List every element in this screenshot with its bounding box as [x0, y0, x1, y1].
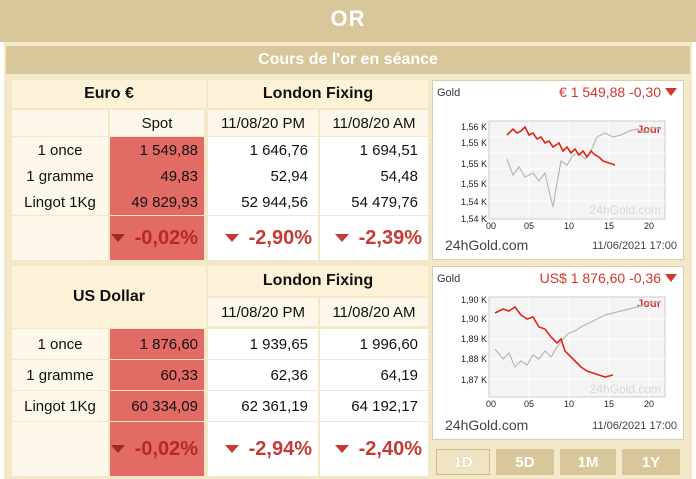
- euro-row-label: 1 once: [12, 137, 108, 163]
- chart-source-label: 24hGold.com: [445, 417, 529, 433]
- euro-spot-value: 49,83: [110, 163, 204, 189]
- change-value: -0,02%: [134, 437, 198, 460]
- euro-am-value: 54 479,76: [320, 189, 428, 215]
- y-tick-label: 1,55 K: [461, 179, 487, 189]
- change-value: -2,90%: [248, 226, 312, 249]
- chart-watermark: 24hGold.com: [590, 382, 661, 396]
- down-arrow-icon: [110, 234, 125, 242]
- usd-spot-value: 60,33: [110, 360, 204, 390]
- y-tick-label: 1,54 K: [461, 214, 487, 224]
- usd-pm-value: 62 361,19: [208, 391, 318, 421]
- chart-price-caption: US$ 1 876,60 -0,36: [539, 270, 661, 286]
- x-tick-label: 10: [564, 221, 574, 231]
- x-tick-label: 15: [604, 221, 614, 231]
- usd-row-label: 1 gramme: [12, 360, 108, 390]
- tab-5d[interactable]: 5D: [496, 449, 554, 475]
- chart-timestamp: 11/06/2021 17:00: [592, 420, 677, 432]
- chart-plot: 1,90 K 1,90 K 1,89 K 1,88 K 1,87 K 00 05…: [461, 295, 666, 409]
- euro-row-label: Lingot 1Kg: [12, 189, 108, 215]
- usd-am-value: 64 192,17: [320, 391, 428, 421]
- y-tick-label: 1,89 K: [461, 334, 487, 344]
- tab-1y[interactable]: 1Y: [622, 449, 680, 475]
- x-tick-label: 00: [486, 399, 496, 409]
- usd-am-change: -2,40%: [320, 422, 428, 476]
- usd-spot-value: 60 334,09: [110, 391, 204, 421]
- down-arrow-icon: [665, 88, 677, 96]
- usd-row-label: 1 once: [12, 329, 108, 359]
- euro-pm-value: 52 944,56: [208, 189, 318, 215]
- usd-row-label: Lingot 1Kg: [12, 391, 108, 421]
- x-tick-label: 05: [524, 399, 534, 409]
- tab-1d[interactable]: 1D: [436, 449, 490, 475]
- euro-pm-value: 1 646,76: [208, 137, 318, 163]
- usd-gold-chart[interactable]: Gold US$ 1 876,60 -0,36 1,90 K 1,90 K 1,…: [432, 266, 684, 440]
- chart-price-caption: € 1 549,88 -0,30: [559, 84, 661, 100]
- usd-am-header: 11/08/20 AM: [320, 298, 428, 326]
- x-tick-label: 10: [564, 399, 574, 409]
- usd-pm-change: -2,94%: [208, 422, 318, 476]
- section-title: Cours de l'or en séance: [258, 51, 438, 68]
- euro-spot-change: -0,02%: [110, 216, 204, 260]
- down-arrow-icon: [334, 234, 349, 242]
- euro-pm-value: 52,94: [208, 163, 318, 189]
- euro-spot-value: 1 549,88: [110, 137, 204, 163]
- x-tick-label: 00: [486, 221, 496, 231]
- usd-pm-header: 11/08/20 PM: [208, 298, 318, 326]
- euro-pm-header: 11/08/20 PM: [208, 110, 318, 136]
- down-arrow-icon: [334, 445, 349, 453]
- chart-timestamp: 11/06/2021 17:00: [592, 240, 677, 252]
- y-tick-label: 1,88 K: [461, 354, 487, 364]
- chart-watermark: 24hGold.com: [590, 203, 661, 217]
- usd-pm-value: 62,36: [208, 360, 318, 390]
- y-tick-label: 1,55 K: [461, 138, 487, 148]
- y-tick-label: 1,55 K: [461, 159, 487, 169]
- euro-am-value: 1 694,51: [320, 137, 428, 163]
- euro-change-row-label: [12, 216, 108, 260]
- down-arrow-icon: [224, 445, 239, 453]
- usd-currency-label: US Dollar: [12, 266, 206, 328]
- usd-spot-change: -0,02%: [110, 422, 204, 476]
- x-tick-label: 05: [524, 221, 534, 231]
- usd-am-value: 64,19: [320, 360, 428, 390]
- change-value: -2,40%: [358, 437, 422, 460]
- chart-caption-left: Gold: [437, 87, 461, 99]
- usd-am-value: 1 996,60: [320, 329, 428, 359]
- euro-spot-value: 49 829,93: [110, 189, 204, 215]
- euro-pm-change: -2,90%: [208, 216, 318, 260]
- euro-am-change: -2,39%: [320, 216, 428, 260]
- chart-source-label: 24hGold.com: [445, 237, 529, 253]
- y-tick-label: 1,87 K: [461, 375, 487, 385]
- euro-spot-header: Spot: [110, 110, 204, 136]
- euro-row-label: 1 gramme: [12, 163, 108, 189]
- usd-pm-value: 1 939,65: [208, 329, 318, 359]
- usd-london-fixing-header: London Fixing: [208, 266, 428, 296]
- change-value: -2,39%: [358, 226, 422, 249]
- euro-currency-label: Euro €: [12, 80, 206, 108]
- change-value: -0,02%: [134, 226, 198, 249]
- usd-spot-value: 1 876,60: [110, 329, 204, 359]
- chart-caption-left: Gold: [437, 273, 461, 285]
- down-arrow-icon: [224, 234, 239, 242]
- tab-1m[interactable]: 1M: [560, 449, 616, 475]
- euro-am-value: 54,48: [320, 163, 428, 189]
- usd-change-row-label: [12, 422, 108, 476]
- y-tick-label: 1,90 K: [461, 295, 487, 305]
- y-tick-label: 1,54 K: [461, 197, 487, 207]
- euro-corner: [12, 110, 108, 136]
- change-value: -2,94%: [248, 437, 312, 460]
- down-arrow-icon: [665, 274, 677, 282]
- euro-am-header: 11/08/20 AM: [320, 110, 428, 136]
- chart-plot: 1,56 K 1,55 K 1,55 K 1,55 K 1,54 K 1,54 …: [461, 120, 666, 231]
- x-tick-label: 20: [644, 221, 654, 231]
- page-title: OR: [330, 6, 366, 31]
- x-tick-label: 15: [604, 399, 614, 409]
- page-header: OR: [0, 0, 696, 42]
- down-arrow-icon: [110, 445, 125, 453]
- x-tick-label: 20: [644, 399, 654, 409]
- euro-london-fixing-header: London Fixing: [208, 80, 428, 108]
- y-tick-label: 1,56 K: [461, 122, 487, 132]
- section-header: Cours de l'or en séance: [6, 46, 690, 74]
- euro-gold-chart[interactable]: Gold € 1 549,88 -0,30 1,56 K 1,55 K 1,55…: [432, 80, 684, 260]
- y-tick-label: 1,90 K: [461, 314, 487, 324]
